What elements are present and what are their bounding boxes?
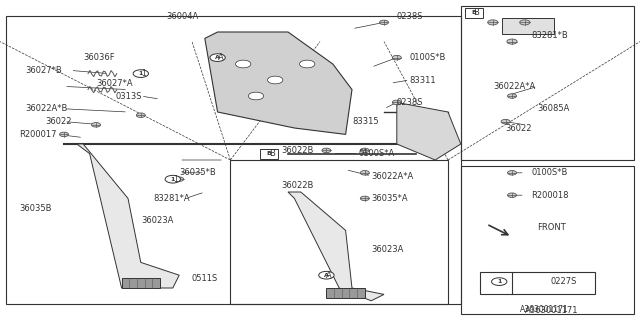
Polygon shape xyxy=(288,192,384,301)
Circle shape xyxy=(175,177,184,181)
Circle shape xyxy=(165,175,180,183)
Text: 1: 1 xyxy=(141,69,145,78)
Circle shape xyxy=(268,76,283,84)
Text: B: B xyxy=(471,10,476,15)
Circle shape xyxy=(300,60,315,68)
Text: 36035*B: 36035*B xyxy=(179,168,216,177)
Text: 0238S: 0238S xyxy=(397,98,423,107)
Circle shape xyxy=(210,54,225,61)
Text: 0238S: 0238S xyxy=(397,12,423,20)
Circle shape xyxy=(92,123,100,127)
Text: 36004A: 36004A xyxy=(166,12,198,20)
Circle shape xyxy=(380,20,388,25)
Text: 36022B: 36022B xyxy=(282,146,314,155)
Circle shape xyxy=(360,171,369,175)
Text: A: A xyxy=(218,53,223,62)
Text: 36023A: 36023A xyxy=(141,216,173,225)
Text: A363001171: A363001171 xyxy=(525,306,579,315)
Text: FRONT: FRONT xyxy=(538,223,566,232)
Text: 0100S*A: 0100S*A xyxy=(358,149,395,158)
Text: 1: 1 xyxy=(171,177,175,182)
Text: 83281*A: 83281*A xyxy=(154,194,190,203)
Circle shape xyxy=(492,278,507,285)
Circle shape xyxy=(248,92,264,100)
FancyBboxPatch shape xyxy=(502,18,554,34)
Text: 36035B: 36035B xyxy=(19,204,52,212)
Circle shape xyxy=(360,148,369,153)
Circle shape xyxy=(322,148,331,153)
Circle shape xyxy=(508,94,516,98)
Text: 0100S*B: 0100S*B xyxy=(410,53,446,62)
Circle shape xyxy=(136,71,145,76)
Text: B: B xyxy=(269,149,275,158)
FancyBboxPatch shape xyxy=(260,149,278,159)
FancyBboxPatch shape xyxy=(465,8,483,18)
Text: A: A xyxy=(215,55,220,60)
Text: 36085A: 36085A xyxy=(538,104,570,113)
Text: 36022: 36022 xyxy=(45,117,71,126)
Text: 36022A*A: 36022A*A xyxy=(371,172,413,180)
Text: 0313S: 0313S xyxy=(115,92,141,100)
Text: R200017: R200017 xyxy=(19,130,57,139)
Polygon shape xyxy=(397,102,461,160)
Circle shape xyxy=(508,171,516,175)
Circle shape xyxy=(488,20,498,25)
Circle shape xyxy=(520,20,530,25)
Text: B: B xyxy=(266,151,271,156)
Text: 36023A: 36023A xyxy=(371,245,404,254)
Text: 1: 1 xyxy=(139,71,143,76)
Text: 36022: 36022 xyxy=(506,124,532,132)
Circle shape xyxy=(133,70,148,77)
Circle shape xyxy=(508,193,516,197)
Circle shape xyxy=(392,100,401,105)
Text: 1: 1 xyxy=(497,279,501,284)
Text: R200018: R200018 xyxy=(531,191,569,200)
Text: 36036F: 36036F xyxy=(83,53,115,62)
Circle shape xyxy=(236,60,251,68)
Text: 0227S: 0227S xyxy=(550,277,577,286)
Text: 83311: 83311 xyxy=(410,76,436,84)
Circle shape xyxy=(507,39,517,44)
Circle shape xyxy=(360,196,369,201)
Circle shape xyxy=(168,177,177,181)
Circle shape xyxy=(60,132,68,137)
Text: 36035*A: 36035*A xyxy=(371,194,408,203)
Text: A: A xyxy=(326,271,332,280)
Text: 0511S: 0511S xyxy=(192,274,218,283)
Text: 36027*A: 36027*A xyxy=(96,79,132,88)
Text: A: A xyxy=(324,273,329,278)
Text: B: B xyxy=(474,8,479,17)
Text: 0100S*B: 0100S*B xyxy=(531,168,568,177)
Circle shape xyxy=(392,55,401,60)
Text: 36022B: 36022B xyxy=(282,181,314,190)
Text: 36022A*A: 36022A*A xyxy=(493,82,535,91)
Polygon shape xyxy=(205,32,352,134)
Polygon shape xyxy=(77,144,179,288)
Text: 1: 1 xyxy=(173,175,177,184)
Circle shape xyxy=(501,119,510,124)
Circle shape xyxy=(319,271,334,279)
Text: 83315: 83315 xyxy=(352,117,379,126)
Polygon shape xyxy=(122,278,160,288)
Circle shape xyxy=(136,113,145,117)
Text: A363001171: A363001171 xyxy=(520,305,568,314)
Text: 36027*B: 36027*B xyxy=(26,66,62,75)
Text: 36022A*B: 36022A*B xyxy=(26,104,68,113)
Text: 83281*B: 83281*B xyxy=(531,31,568,40)
Polygon shape xyxy=(326,288,365,298)
